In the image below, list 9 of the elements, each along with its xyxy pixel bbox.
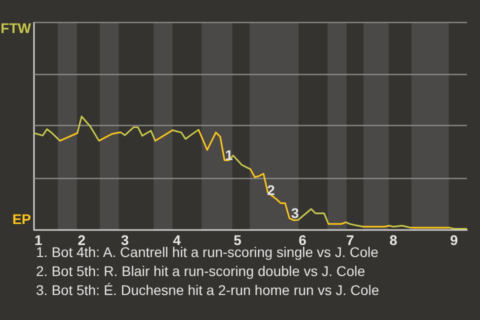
text: FTW <box>0 20 32 36</box>
text: EP <box>12 211 31 227</box>
annotation: 2 <box>267 182 276 198</box>
text: 2. Bot 5th: R. Blair hit a run-scoring double vs J. Cole <box>36 263 366 279</box>
annotation: 1 <box>225 147 234 163</box>
x-tick-label: 8 <box>389 232 398 248</box>
x-tick-label: 9 <box>450 232 458 248</box>
annotation: 3 <box>291 205 300 221</box>
text: 3. Bot 5th: É. Duchesne hit a 2-run home run vs J. Cole <box>36 282 380 298</box>
